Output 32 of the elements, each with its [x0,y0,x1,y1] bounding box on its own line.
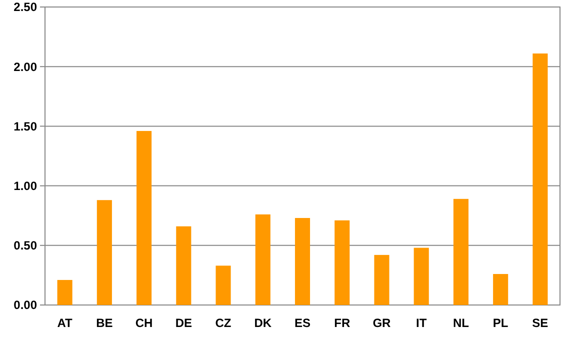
x-tick-label: DK [254,316,272,330]
y-tick-label: 1.00 [14,179,38,193]
x-tick-label: BE [96,316,113,330]
y-tick-label: 0.00 [14,298,38,312]
x-tick-label: DE [175,316,192,330]
x-tick-label: NL [452,316,469,330]
y-tick-label: 2.50 [14,0,38,14]
bar [57,280,72,305]
x-tick-label: FR [334,316,350,330]
y-tick-label: 1.50 [14,119,38,134]
x-tick-label: PL [492,316,508,330]
bar [374,254,390,305]
bar [255,214,270,305]
bar [414,248,429,305]
x-tick-label: IT [416,316,428,330]
bar [453,198,468,305]
bar [176,226,192,305]
bar [96,200,112,305]
x-tick-label: SE [532,316,548,330]
y-tick-label: 0.50 [14,238,38,253]
bar [216,266,231,305]
bar [136,130,152,305]
x-tick-label: GR [372,316,392,330]
bar [334,220,350,305]
y-tick-label: 2.00 [14,60,38,74]
bar [532,53,548,305]
bar [493,274,508,305]
x-tick-label: ES [294,316,311,330]
x-tick-label: CZ [215,316,232,330]
bar [294,218,310,305]
x-tick-label: AT [57,316,74,330]
x-tick-label: CH [135,316,153,330]
